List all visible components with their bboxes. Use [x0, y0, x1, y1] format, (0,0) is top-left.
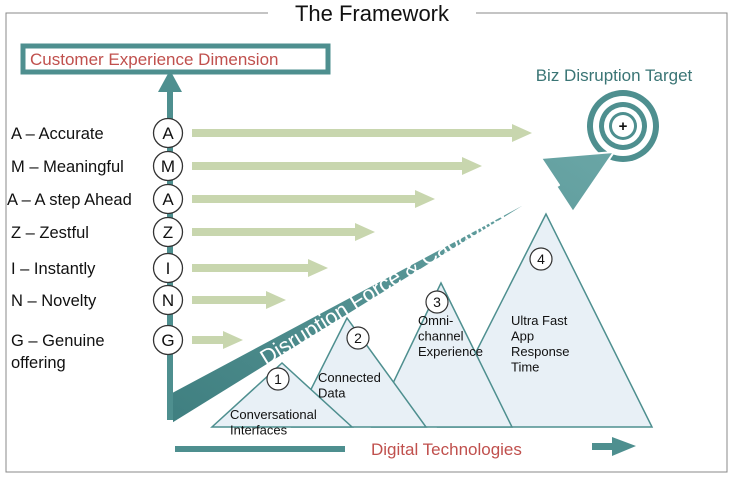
- dimension-label-line: G – Genuine: [11, 332, 105, 350]
- technology-triangle: [370, 281, 514, 428]
- dimension-letter: A: [162, 190, 174, 209]
- dimension-arrow: [192, 157, 482, 175]
- dimension-label: N – Novelty: [11, 292, 97, 310]
- dimension-label-line: offering: [11, 354, 66, 372]
- dimension-label: M – Meaningful: [11, 158, 124, 176]
- dimension-label-line: M – Meaningful: [11, 158, 124, 176]
- dimension-letter: N: [162, 291, 174, 310]
- dimension-letter-circle: [152, 324, 184, 356]
- technology-number: 4: [537, 251, 545, 267]
- technology-triangle: [436, 212, 654, 428]
- dimension-arrow: [192, 259, 328, 277]
- dimension-arrows: [192, 124, 532, 349]
- dimension-arrow: [192, 124, 532, 142]
- dimension-arrow: [192, 291, 286, 309]
- technology-label-line: Experience: [418, 344, 483, 359]
- y-axis: [158, 70, 182, 420]
- y-axis-label-box: [20, 43, 331, 75]
- x-axis: [175, 437, 636, 456]
- technology-label-line: App: [511, 329, 534, 344]
- dimension-letter-circle: [152, 150, 184, 182]
- dimension-label-line: A – A step Ahead: [7, 191, 132, 209]
- dimension-letter: I: [166, 259, 171, 278]
- outer-frame: [5, 12, 728, 473]
- dimension-arrow: [192, 190, 435, 208]
- technology-label: Omni-channel Experience: [418, 313, 483, 359]
- technology-label-line: Data: [318, 386, 346, 401]
- technology-triangles: 4 Ultra Fast App Response Time 3 Omni-channel E…: [210, 212, 654, 438]
- x-axis-label: Digital Technologies: [371, 440, 522, 459]
- technology-label: Conversational Interfaces: [230, 407, 317, 438]
- technology-number-circle: [346, 326, 370, 350]
- technology-label-line: Time: [511, 360, 539, 375]
- technology-label: Ultra Fast App Response Time: [511, 313, 570, 375]
- technology-number: 1: [274, 371, 282, 387]
- technology-label-line: Conversational: [230, 407, 317, 422]
- dimension-label-line: I – Instantly: [11, 260, 96, 278]
- technology-number-circle: [529, 247, 553, 271]
- dimension-letter: M: [161, 157, 175, 176]
- biz-disruption-target: +: [587, 90, 659, 162]
- technology-label-line: Connected: [318, 370, 381, 385]
- technology-number: 3: [433, 294, 441, 310]
- dimension-letter: Z: [163, 223, 173, 242]
- technology-triangle: [210, 361, 354, 428]
- technology-label-line: Omni-: [418, 313, 453, 328]
- technology-number-circle: [425, 290, 449, 314]
- dimension-label-line: A – Accurate: [11, 125, 104, 143]
- dimension-arrow: [192, 223, 375, 241]
- dimension-letter-circle: [152, 284, 184, 316]
- target-label: Biz Disruption Target: [536, 66, 693, 85]
- dimension-labels: A – Accurate M – Meaningful A – A step Ahe…: [7, 125, 132, 372]
- dimension-letter-circle: [152, 183, 184, 215]
- dimension-letter: G: [161, 331, 174, 350]
- dimension-label-line: N – Novelty: [11, 292, 97, 310]
- technology-label-line: Interfaces: [230, 423, 288, 438]
- dimension-arrow: [192, 331, 243, 349]
- technology-triangle: [290, 316, 428, 428]
- dimension-label: Z – Zestful: [11, 224, 89, 242]
- dimension-letter: A: [162, 124, 174, 143]
- dimension-label: G – Genuine offering: [11, 332, 105, 372]
- technology-label-line: Response: [511, 344, 570, 359]
- disruption-force-arrow: [171, 151, 615, 425]
- dimension-label: A – A step Ahead: [7, 191, 132, 209]
- technology-number-circle: [266, 367, 290, 391]
- dimension-label-line: Z – Zestful: [11, 224, 89, 242]
- technology-number: 2: [354, 330, 362, 346]
- technology-label-line: Ultra Fast: [511, 313, 568, 328]
- dimension-letter-circle: [152, 216, 184, 248]
- dimension-letter-circle: [152, 252, 184, 284]
- page-title: The Framework: [295, 1, 450, 26]
- y-axis-label: Customer Experience Dimension: [30, 50, 279, 69]
- dimension-label: A – Accurate: [11, 125, 104, 143]
- target-plus-icon: +: [619, 118, 628, 135]
- dimension-letter-circle: [152, 117, 184, 149]
- dimension-label: I – Instantly: [11, 260, 96, 278]
- technology-label-line: channel: [418, 329, 464, 344]
- technology-label: Connected Data: [318, 370, 381, 401]
